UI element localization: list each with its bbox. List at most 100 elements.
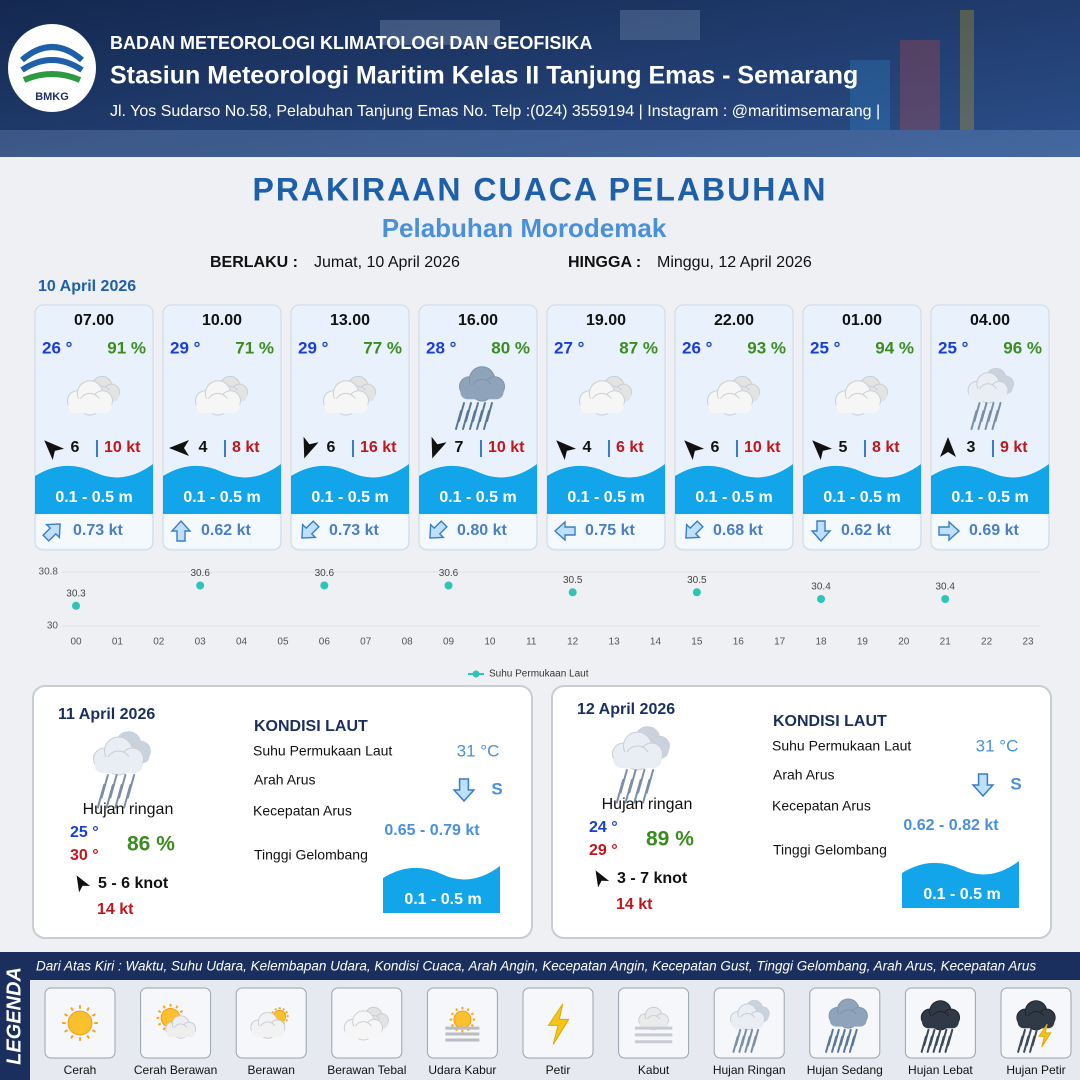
rain <box>932 1035 939 1053</box>
wind-arrow <box>303 436 319 459</box>
time: 16.00 <box>458 312 498 329</box>
rain <box>105 784 114 809</box>
sun-ray <box>450 1023 455 1027</box>
valid-from: Jumat, 10 April 2026 <box>314 254 460 271</box>
legend-item: Cerah Berawan <box>134 1063 217 1077</box>
cloud-part <box>1017 1016 1055 1029</box>
legend-item: Berawan Tebal <box>327 1063 406 1077</box>
time: 01.00 <box>842 312 882 329</box>
current-row <box>292 514 408 548</box>
current-arrow <box>553 520 576 542</box>
y-tick-label: 30 <box>47 621 59 632</box>
x-tick-label: 02 <box>153 637 165 648</box>
valid-from-label: BERLAKU : <box>210 254 298 271</box>
gust: 14 kt <box>616 896 653 913</box>
header-bg <box>0 0 1080 157</box>
time: 22.00 <box>714 312 754 329</box>
cloud <box>165 1015 197 1039</box>
temperature: 29 ° <box>298 338 329 357</box>
wind-arrow <box>595 870 610 888</box>
x-tick-label: 04 <box>236 637 248 648</box>
cloud-part <box>613 752 662 768</box>
cloud-part <box>580 398 624 414</box>
y-tick-label: 30.8 <box>39 567 59 578</box>
time: 04.00 <box>970 312 1010 329</box>
rain <box>842 1035 850 1053</box>
temperature: 25 ° <box>938 338 969 357</box>
org-name: BADAN METEOROLOGI KLIMATOLOGI DAN GEOFIS… <box>110 33 592 53</box>
sun-ray <box>162 1005 166 1009</box>
sun <box>67 1010 93 1036</box>
humidity: 86 % <box>127 833 175 856</box>
rain <box>920 1035 927 1053</box>
logo-text: BMKG <box>35 91 69 103</box>
cloud <box>323 380 370 416</box>
subtitle: Pelabuhan Morodemak <box>382 213 667 243</box>
current-speed: 0.62 kt <box>201 522 251 539</box>
x-tick-label: 22 <box>981 637 993 648</box>
rain <box>984 410 992 430</box>
wave <box>547 464 665 514</box>
rain <box>469 410 476 430</box>
rain <box>642 779 651 804</box>
wind-speed: 3 <box>967 439 976 456</box>
temperature: 26 ° <box>42 338 73 357</box>
gust: 8 kt <box>232 439 260 456</box>
weather-icon <box>579 375 632 416</box>
rain <box>926 1035 933 1053</box>
rain <box>944 1035 951 1053</box>
wind-speed: 4 <box>583 439 592 456</box>
cloud <box>707 380 753 416</box>
temp-min: 24 ° <box>589 819 618 836</box>
cloud-part <box>922 1016 959 1029</box>
rain <box>114 784 123 809</box>
gust: 10 kt <box>104 439 141 456</box>
wind-speed: 5 <box>839 439 848 456</box>
sun-ray <box>64 1029 69 1033</box>
weather-icon <box>156 1003 197 1039</box>
rain <box>1023 1035 1030 1053</box>
temp-max: 30 ° <box>70 847 99 864</box>
cloud <box>730 1003 766 1031</box>
day-date: 10 April 2026 <box>38 278 136 295</box>
point <box>444 581 453 590</box>
wave-height: 0.1 - 0.5 m <box>695 489 772 506</box>
time: 10.00 <box>202 312 242 329</box>
weather-icon <box>67 375 121 416</box>
wind-speed: 4 <box>199 439 208 456</box>
current-row <box>164 514 280 548</box>
current-row <box>804 514 920 548</box>
current-arrow <box>810 520 832 543</box>
current-row <box>36 514 152 548</box>
legend-item: Udara Kabur <box>428 1063 496 1077</box>
temperature: 26 ° <box>682 338 713 357</box>
rain <box>991 410 999 430</box>
sun-ray <box>470 1023 474 1027</box>
cloud-part <box>708 398 752 414</box>
weather-icon <box>967 367 1014 430</box>
sun-ray <box>466 1008 470 1012</box>
legend-band <box>0 952 1080 980</box>
sun-ray <box>282 1007 286 1011</box>
current-arrow <box>301 520 320 539</box>
rain <box>970 410 978 430</box>
x-tick-label: 21 <box>940 637 952 648</box>
sun-ray <box>285 1010 288 1014</box>
logo-mark <box>20 44 84 73</box>
x-tick-label: 08 <box>402 637 414 648</box>
wind-speed: 6 <box>327 439 336 456</box>
legend-item: Cerah <box>64 1063 97 1077</box>
gust: 6 kt <box>616 439 644 456</box>
rain <box>938 1035 945 1053</box>
point <box>692 588 701 597</box>
wind-arrow <box>44 440 65 461</box>
humidity: 91 % <box>107 338 146 357</box>
cloud-part <box>968 388 1008 402</box>
sun-ray <box>64 1013 69 1017</box>
weather-icon <box>455 366 506 430</box>
sea-label: Suhu Permukaan Laut <box>772 738 911 754</box>
legend-swatch <box>472 670 480 678</box>
x-tick-label: 11 <box>526 637 537 648</box>
x-tick-label: 09 <box>443 637 455 648</box>
